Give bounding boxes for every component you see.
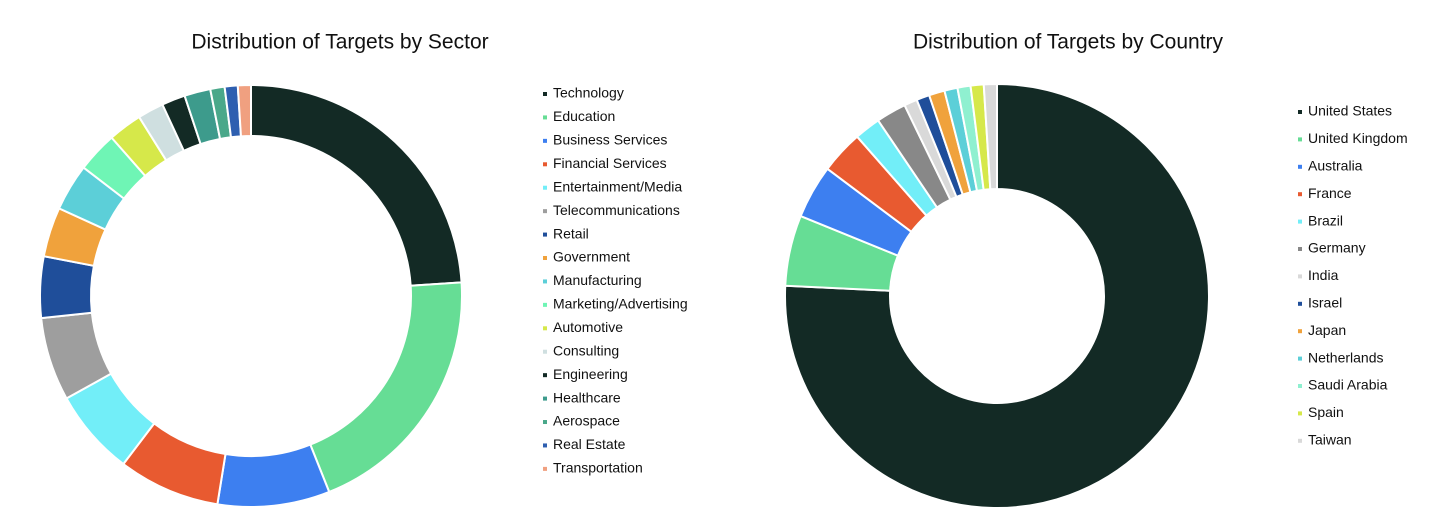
legend-label: India — [1308, 267, 1339, 283]
legend-marker — [543, 115, 547, 120]
legend-marker — [543, 92, 547, 96]
legend-marker — [543, 302, 547, 307]
chart-title: Distribution of Targets by Sector — [191, 31, 488, 54]
legend-label: Technology — [553, 85, 624, 101]
legend-label: Saudi Arabia — [1308, 377, 1388, 393]
legend-label: Israel — [1308, 295, 1342, 311]
slice — [39, 255, 96, 320]
legend-label: Marketing/Advertising — [553, 296, 688, 312]
legend-label: United Kingdom — [1308, 130, 1408, 146]
chart-title: Distribution of Targets by Country — [913, 31, 1224, 54]
legend-marker — [1298, 274, 1302, 279]
legend-label: Brazil — [1308, 212, 1343, 228]
legend-label: Government — [553, 249, 630, 265]
legend-marker — [1298, 329, 1302, 334]
legend-marker — [543, 162, 547, 167]
legend-marker — [1298, 301, 1302, 306]
legend-label: Taiwan — [1308, 432, 1352, 448]
legend-marker — [543, 466, 547, 471]
legend-marker — [1298, 219, 1302, 224]
legend-marker — [543, 279, 547, 284]
legend-marker — [543, 420, 547, 425]
legend-label: Real Estate — [553, 436, 626, 452]
legend-marker — [1298, 438, 1302, 443]
legend-marker — [543, 185, 547, 190]
legend-label: Aerospace — [553, 413, 620, 429]
legend-marker — [1298, 192, 1302, 197]
legend-label: Germany — [1308, 240, 1366, 256]
legend-label: Australia — [1308, 158, 1363, 174]
legend-label: Engineering — [553, 366, 628, 382]
legend-marker — [1298, 137, 1302, 142]
legend-marker — [543, 396, 547, 401]
legend-label: Financial Services — [553, 155, 667, 171]
legend-marker — [543, 349, 547, 354]
legend-marker — [543, 256, 547, 261]
legend-label: Netherlands — [1308, 349, 1384, 365]
legend-marker — [1298, 356, 1302, 361]
legend-marker — [543, 326, 547, 331]
slice — [309, 281, 463, 494]
legend-marker — [543, 138, 547, 143]
slice — [250, 83, 463, 287]
legend-marker — [1298, 411, 1302, 416]
slice — [216, 443, 331, 508]
legend-marker — [1298, 384, 1302, 388]
legend-label: Japan — [1308, 322, 1346, 338]
legend-marker — [543, 373, 547, 378]
legend-marker — [1298, 247, 1302, 251]
legend-marker — [1298, 164, 1302, 169]
legend-label: Spain — [1308, 404, 1344, 420]
legend-label: Transportation — [553, 460, 643, 476]
legend-label: Automotive — [553, 319, 623, 335]
legend-label: Entertainment/Media — [553, 178, 682, 194]
legend-label: Education — [553, 108, 615, 124]
legend-label: United States — [1308, 103, 1392, 119]
legend-label: Business Services — [553, 132, 667, 148]
legend-label: France — [1308, 185, 1352, 201]
legend-label: Manufacturing — [553, 272, 642, 288]
legend-marker — [543, 443, 547, 448]
legend-marker — [1298, 110, 1302, 114]
legend-label: Healthcare — [553, 389, 621, 405]
legend-label: Consulting — [553, 342, 619, 358]
slice — [236, 83, 252, 138]
legend-label: Retail — [553, 225, 589, 241]
legend-marker — [543, 232, 547, 237]
slice — [982, 82, 998, 191]
legend-marker — [543, 209, 547, 214]
slice — [784, 82, 1210, 509]
legend-label: Telecommunications — [553, 202, 680, 218]
